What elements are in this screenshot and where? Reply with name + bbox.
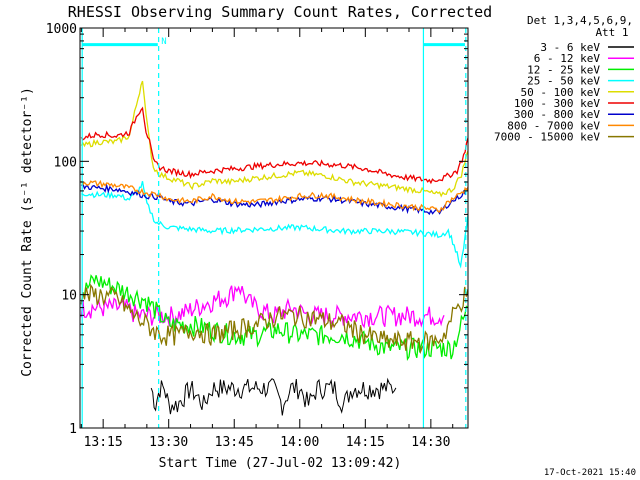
- x-tick-label: 13:30: [149, 435, 188, 450]
- series-line-8: [80, 283, 468, 355]
- x-axis-label: Start Time (27-Jul-02 13:09:42): [159, 456, 402, 471]
- marker-label-6: N: [161, 37, 166, 47]
- y-tick-label: 100: [54, 155, 77, 170]
- legend-label: 3 - 6 keV: [540, 41, 600, 54]
- timestamp: 17-Oct-2021 15:40: [544, 468, 636, 478]
- legend-label: 800 - 7000 keV: [507, 119, 600, 132]
- x-tick-label: 14:00: [280, 435, 319, 450]
- legend-title-line: Det 1,3,4,5,6,9,: [527, 14, 633, 27]
- legend-label: 12 - 25 keV: [527, 63, 600, 76]
- y-tick-label: 1: [69, 422, 77, 437]
- legend-label: 25 - 50 keV: [527, 75, 600, 88]
- series-line-4: [80, 80, 468, 198]
- y-axis-label: Corrected Count Rate (s⁻¹ detector⁻¹): [20, 87, 35, 377]
- legend-label: 6 - 12 keV: [534, 52, 601, 65]
- x-tick-label: 14:15: [346, 435, 385, 450]
- legend-label: 300 - 800 keV: [514, 108, 600, 121]
- series-line-0: [150, 377, 397, 416]
- y-axis-label-text: Corrected Count Rate (s⁻¹ detector⁻¹): [20, 87, 35, 377]
- series-line-7: [80, 179, 468, 213]
- series-group: [80, 80, 468, 416]
- x-tick-label: 14:30: [411, 435, 450, 450]
- plot-frame: [79, 27, 469, 429]
- series-line-3: [81, 181, 468, 269]
- series-line-1: [80, 285, 445, 329]
- x-tick-label: 13:15: [84, 435, 123, 450]
- legend-title-line: Att 1: [595, 26, 628, 39]
- chart-title: RHESSI Observing Summary Count Rates, Co…: [68, 3, 492, 21]
- y-tick-label: 10: [61, 289, 77, 304]
- legend-label: 7000 - 15000 keV: [494, 131, 600, 144]
- series-line-5: [80, 106, 468, 185]
- legend-label: 50 - 100 keV: [521, 86, 601, 99]
- y-tick-label: 1000: [46, 22, 77, 37]
- plot-area: N 1 10 100 1000 13:15 13:30 13:45 14:00 14:15 14:3…: [46, 22, 469, 450]
- x-tick-label: 13:45: [215, 435, 254, 450]
- legend-label: 100 - 300 keV: [514, 97, 600, 110]
